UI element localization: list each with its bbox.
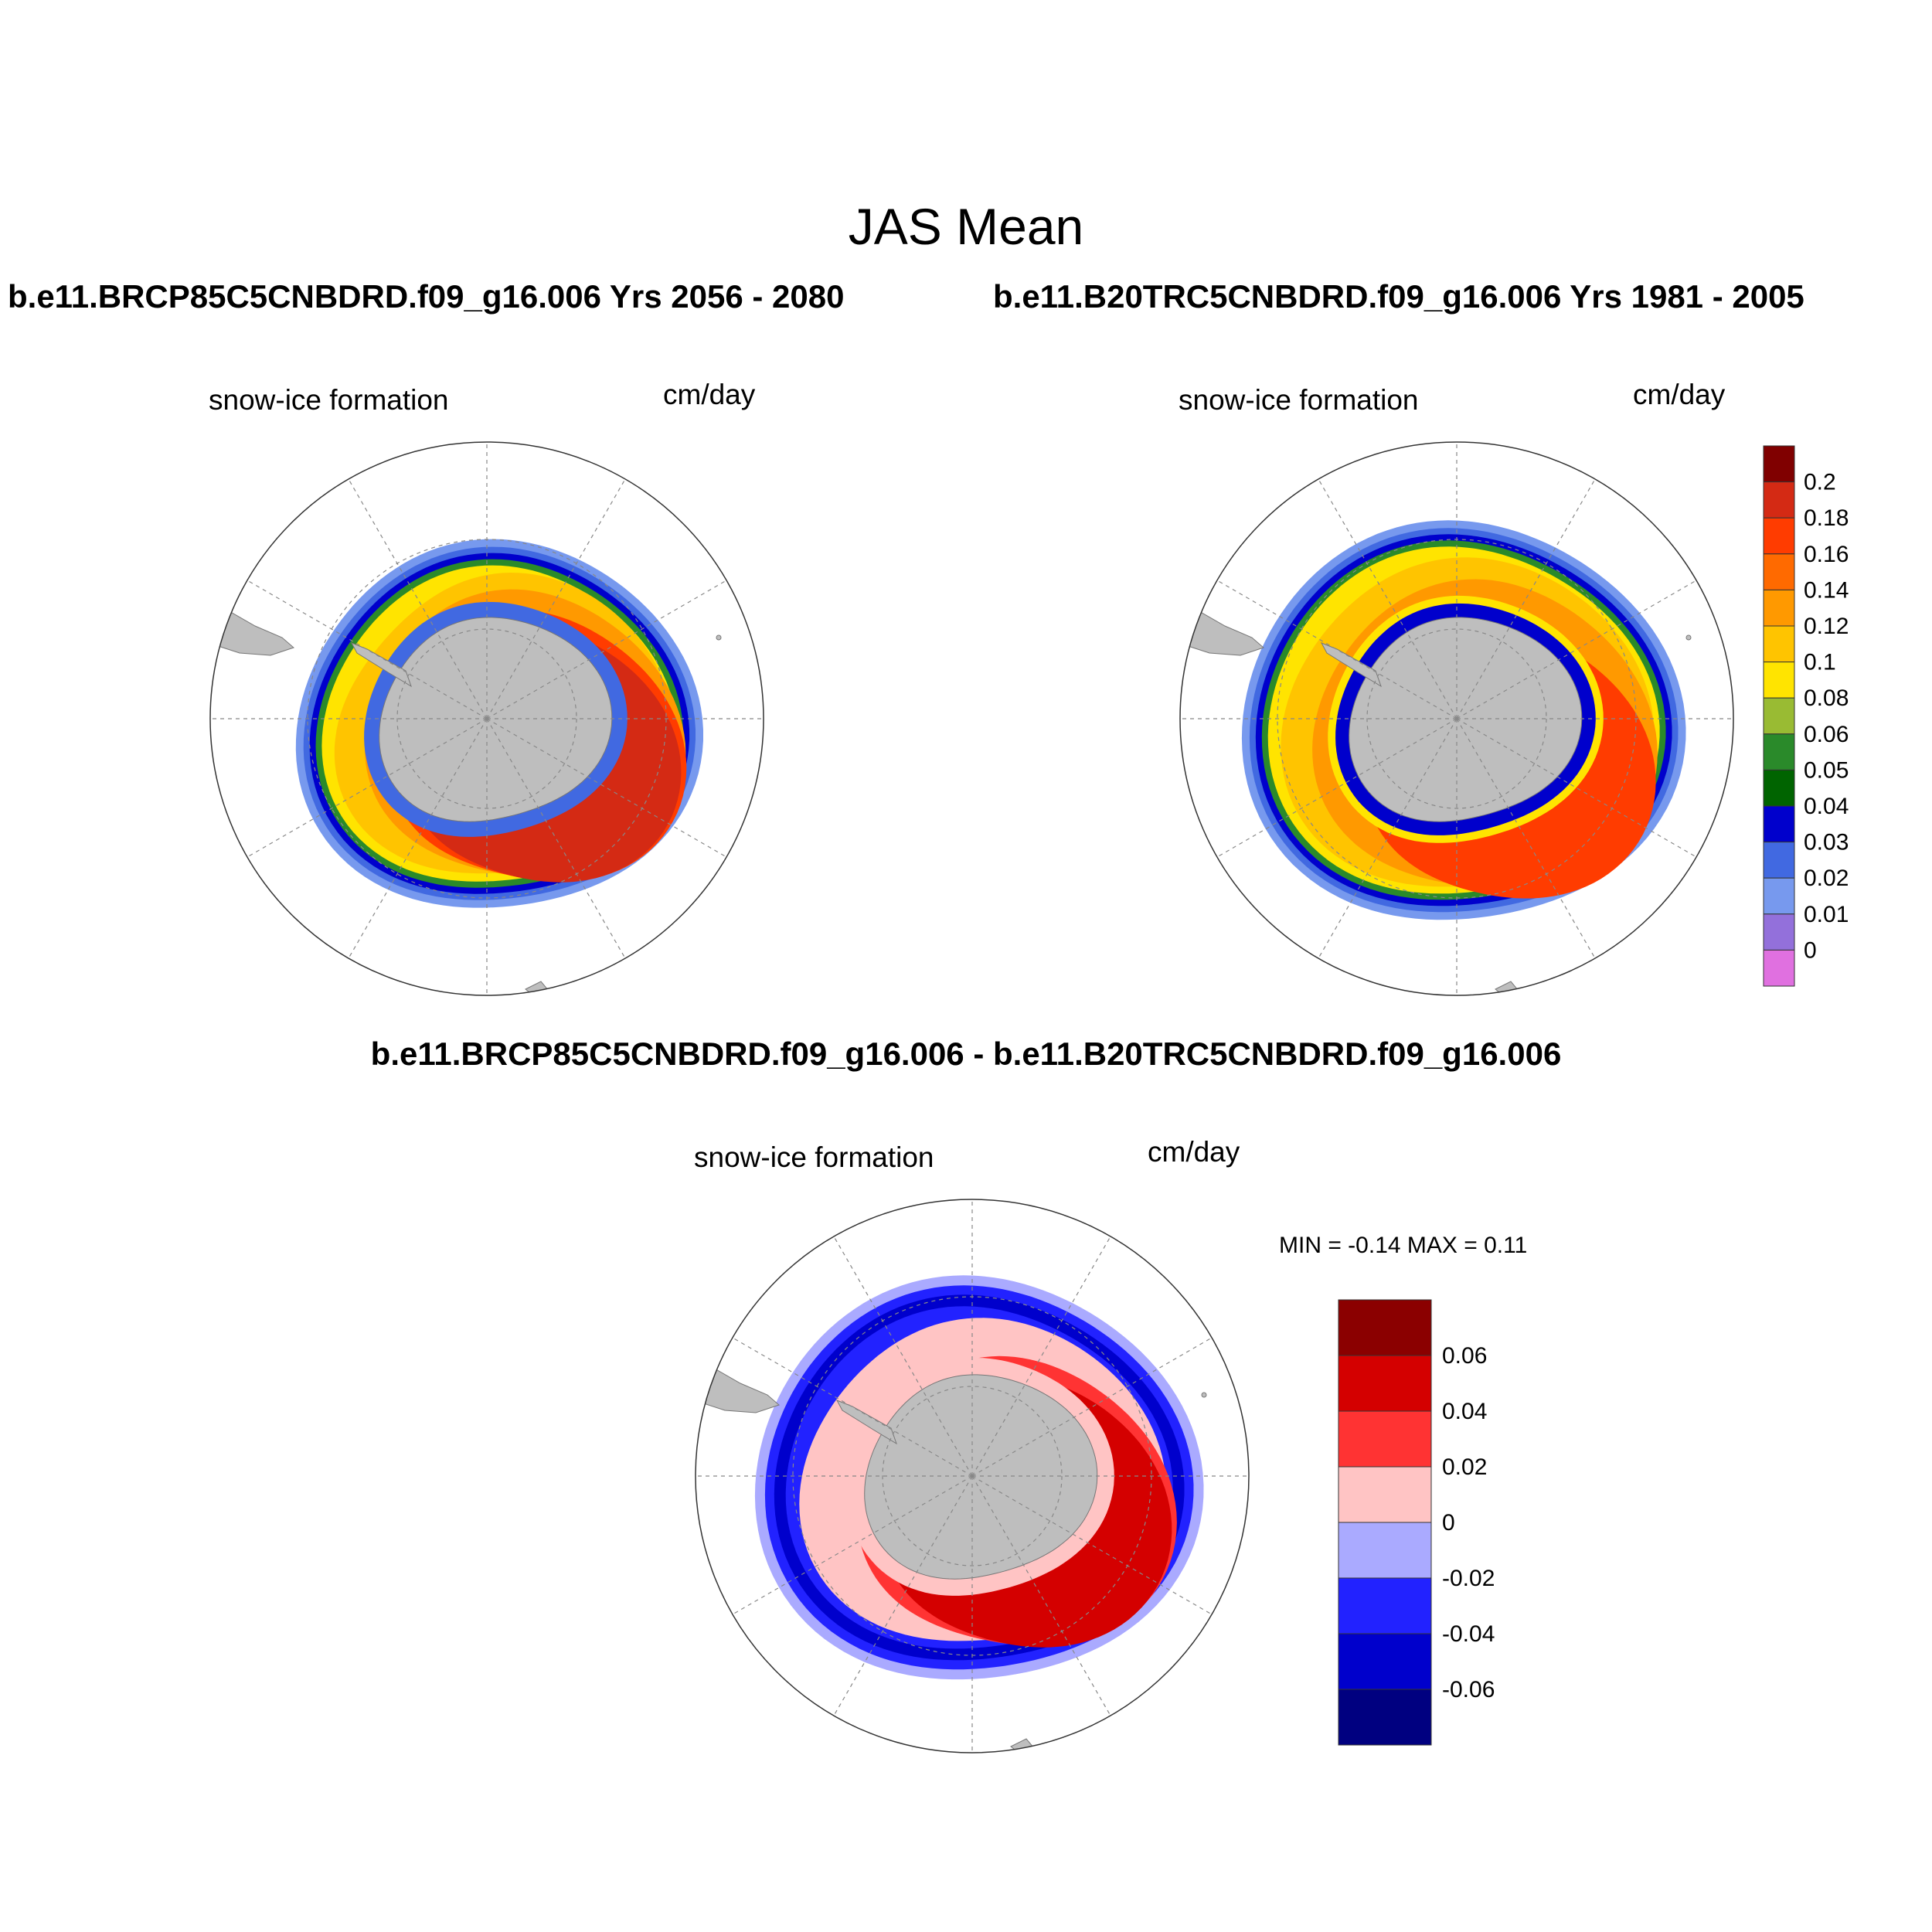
colorbar-main-tick-label: 0.01	[1804, 902, 1849, 927]
colorbar-main-swatch	[1763, 805, 1795, 843]
run-right-title: b.e11.B20TRC5CNBDRD.f09_g16.006 Yrs 1981…	[993, 278, 1804, 315]
map-difference	[695, 1199, 1250, 1753]
left-units-label: cm/day	[663, 379, 756, 410]
colorbar-main-tick-label: 0.14	[1804, 577, 1849, 603]
right-variable-label: snow-ice formation	[1179, 384, 1419, 416]
colorbar-diff-tick-label: 0.02	[1442, 1454, 1487, 1480]
colorbar-main: 0.2 0.18 0.16 0.14 0.12 0.1 0.08 0.06 0.05 0.04 0.…	[1763, 445, 1849, 987]
map-border	[1179, 441, 1734, 996]
right-units-label: cm/day	[1633, 379, 1726, 410]
graticule	[1180, 442, 1733, 995]
colorbar-main-swatch	[1763, 445, 1795, 483]
colorbar-main-tick-label: 0.12	[1804, 614, 1849, 639]
sub-antarctic-island	[1201, 1392, 1207, 1398]
colorbar-main-tick-label: 0.18	[1804, 505, 1849, 531]
colorbar-main-swatch	[1763, 517, 1795, 555]
antarctica-landmass	[379, 617, 613, 822]
figure-title: JAS Mean	[848, 198, 1084, 255]
min-max-readout: MIN = -0.14 MAX = 0.11	[1279, 1233, 1528, 1258]
map-content	[210, 442, 764, 995]
colorbar-main-tick-label: 0.04	[1804, 794, 1849, 819]
colorbar-difference: 0.06 0.04 0.02 0 -0.02 -0.04 -0.06	[1338, 1299, 1495, 1746]
colorbar-diff-swatch	[1338, 1689, 1432, 1746]
graticule	[696, 1199, 1249, 1753]
antarctic-peninsula	[1320, 642, 1382, 688]
colorbar-diff-swatch	[1338, 1299, 1432, 1356]
colorbar-main-tick-label: 0.03	[1804, 830, 1849, 855]
antarctica-landmass	[1349, 617, 1583, 822]
colorbar-main-swatch	[1763, 625, 1795, 663]
colorbar-main-swatch	[1763, 842, 1795, 879]
antarctic-peninsula	[835, 1400, 897, 1445]
map-border	[695, 1199, 1250, 1753]
colorbar-diff-tick-label: -0.02	[1442, 1566, 1495, 1591]
colorbar-diff-swatch	[1338, 1410, 1432, 1468]
colorbar-main-swatch	[1763, 697, 1795, 735]
colorbar-main-tick-label: 0.08	[1804, 685, 1849, 711]
colorbar-main-swatch	[1763, 481, 1795, 519]
left-variable-label: snow-ice formation	[209, 384, 449, 416]
colorbar-main-swatch	[1763, 662, 1795, 699]
map-border	[209, 441, 764, 996]
colorbar-main-swatch	[1763, 913, 1795, 951]
colorbar-main-tick-label: 0	[1804, 937, 1817, 963]
colorbar-main-tick-label: 0.16	[1804, 542, 1849, 567]
map-left-rcp85	[209, 441, 764, 996]
colorbar-main-swatch	[1763, 733, 1795, 770]
sub-antarctic-island	[716, 634, 722, 641]
colorbar-diff-tick-label: 0.04	[1442, 1399, 1487, 1424]
colorbar-main-tick-label: 0.02	[1804, 866, 1849, 891]
antarctic-peninsula	[350, 642, 412, 688]
colorbar-main-swatch	[1763, 553, 1795, 590]
run-left-title: b.e11.BRCP85C5CNBDRD.f09_g16.006 Yrs 205…	[8, 278, 845, 315]
colorbar-main-swatch	[1763, 589, 1795, 627]
colorbar-diff-swatch	[1338, 1522, 1432, 1579]
colorbar-main-swatch	[1763, 949, 1795, 987]
antarctica-landmass	[864, 1374, 1098, 1580]
diff-units-label: cm/day	[1148, 1136, 1240, 1168]
colorbar-diff-tick-label: -0.06	[1442, 1677, 1495, 1702]
colorbar-main-swatch	[1763, 877, 1795, 915]
colorbar-diff-swatch	[1338, 1466, 1432, 1523]
colorbar-diff-swatch	[1338, 1577, 1432, 1634]
colorbar-diff-swatch	[1338, 1355, 1432, 1412]
graticule	[210, 442, 764, 995]
colorbar-main-tick-label: 0.1	[1804, 650, 1836, 675]
map-right-20thc	[1179, 441, 1734, 996]
colorbar-main-swatch	[1763, 769, 1795, 807]
colorbar-diff-swatch	[1338, 1633, 1432, 1690]
diff-variable-label: snow-ice formation	[694, 1141, 934, 1173]
colorbar-diff-tick-label: -0.04	[1442, 1621, 1495, 1647]
colorbar-main-tick-label: 0.2	[1804, 470, 1836, 495]
sub-antarctic-island	[1685, 634, 1692, 641]
colorbar-main-tick-label: 0.05	[1804, 757, 1849, 783]
difference-title: b.e11.BRCP85C5CNBDRD.f09_g16.006 - b.e11…	[370, 1036, 1562, 1072]
colorbar-diff-tick-label: 0.06	[1442, 1343, 1487, 1369]
colorbar-main-tick-label: 0.06	[1804, 722, 1849, 747]
colorbar-diff-tick-label: 0	[1442, 1510, 1455, 1536]
